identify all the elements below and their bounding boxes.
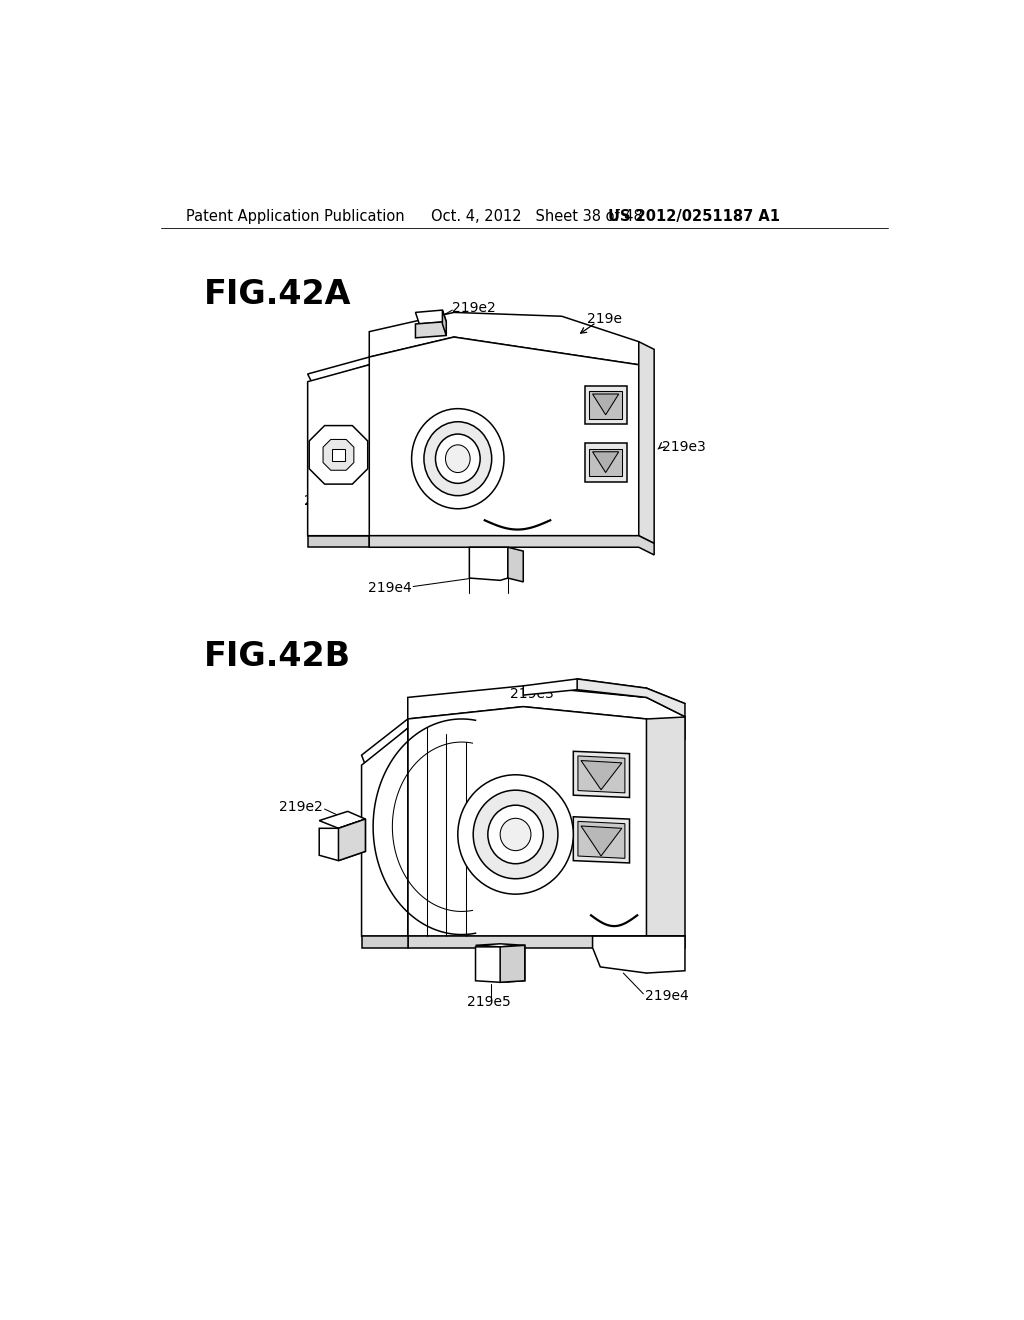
Polygon shape [307, 364, 370, 536]
Text: 219e4: 219e4 [368, 581, 412, 595]
Polygon shape [593, 451, 618, 473]
Text: US 2012/0251187 A1: US 2012/0251187 A1 [608, 210, 780, 224]
Polygon shape [578, 821, 625, 858]
Polygon shape [416, 322, 446, 338]
Polygon shape [593, 395, 618, 414]
Polygon shape [646, 717, 685, 936]
Polygon shape [578, 678, 685, 717]
Polygon shape [523, 678, 646, 697]
Polygon shape [469, 548, 508, 581]
Polygon shape [408, 936, 685, 948]
Polygon shape [500, 945, 524, 982]
Polygon shape [370, 313, 639, 364]
Ellipse shape [473, 791, 558, 879]
Polygon shape [581, 760, 622, 789]
Polygon shape [307, 536, 370, 548]
Polygon shape [319, 818, 366, 861]
Polygon shape [408, 686, 685, 739]
Polygon shape [370, 337, 639, 536]
Text: 219e2: 219e2 [453, 301, 497, 314]
Polygon shape [585, 444, 628, 482]
Polygon shape [361, 719, 408, 766]
Polygon shape [319, 812, 366, 829]
Text: 219e4: 219e4 [645, 989, 689, 1003]
Ellipse shape [500, 818, 531, 850]
Text: 219e2: 219e2 [280, 800, 323, 813]
Ellipse shape [435, 434, 480, 483]
Text: 219e5: 219e5 [304, 494, 347, 508]
Polygon shape [307, 358, 370, 381]
Ellipse shape [458, 775, 573, 894]
Polygon shape [590, 449, 622, 477]
Polygon shape [508, 548, 523, 582]
Polygon shape [578, 756, 625, 793]
Polygon shape [585, 385, 628, 424]
Ellipse shape [412, 409, 504, 508]
Ellipse shape [445, 445, 470, 473]
Polygon shape [408, 706, 646, 936]
Polygon shape [639, 342, 654, 544]
Polygon shape [590, 391, 622, 418]
Ellipse shape [424, 422, 492, 496]
Text: 219e3: 219e3 [662, 440, 706, 454]
Ellipse shape [487, 805, 544, 863]
Polygon shape [593, 936, 685, 973]
Text: FIG.42B: FIG.42B [204, 640, 351, 673]
Polygon shape [361, 936, 408, 948]
Polygon shape [475, 944, 524, 946]
Polygon shape [333, 449, 345, 461]
Polygon shape [370, 536, 654, 554]
Polygon shape [581, 826, 622, 857]
Polygon shape [416, 310, 446, 323]
Polygon shape [442, 310, 446, 335]
Polygon shape [323, 440, 354, 470]
Polygon shape [309, 425, 368, 484]
Text: 219e: 219e [587, 312, 623, 326]
Text: 219e3: 219e3 [510, 686, 554, 701]
Polygon shape [361, 729, 408, 936]
Text: Patent Application Publication: Patent Application Publication [186, 210, 404, 224]
Polygon shape [339, 818, 366, 861]
Polygon shape [475, 945, 524, 982]
Text: 219e5: 219e5 [467, 994, 511, 1008]
Polygon shape [573, 817, 630, 863]
Text: FIG.42A: FIG.42A [204, 277, 351, 310]
Polygon shape [573, 751, 630, 797]
Text: Oct. 4, 2012   Sheet 38 of 48: Oct. 4, 2012 Sheet 38 of 48 [431, 210, 643, 224]
